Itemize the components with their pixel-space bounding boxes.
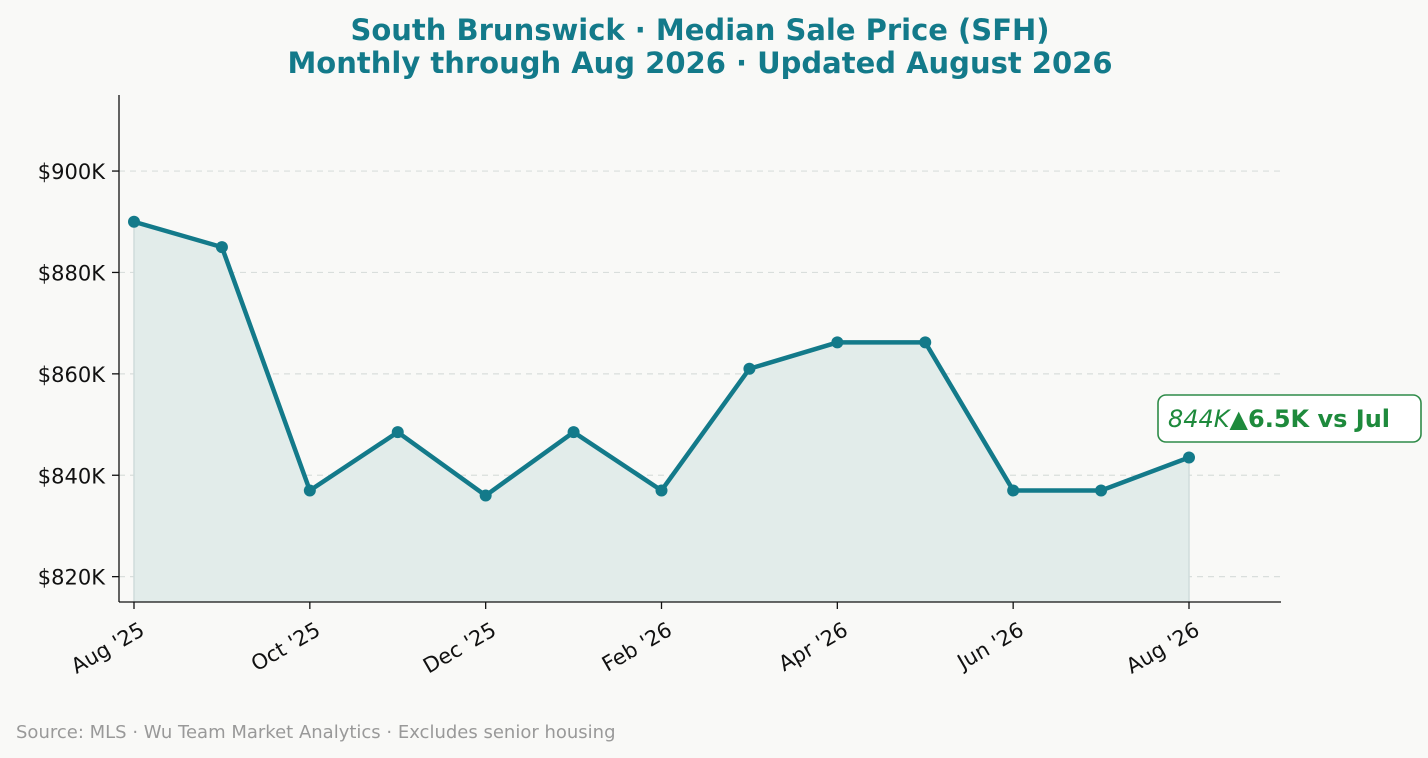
x-tick-label: Apr '26 (774, 618, 851, 677)
data-point (391, 426, 404, 439)
callout-value: 844K (1168, 405, 1232, 433)
data-point (655, 484, 668, 497)
y-axis-ticks: $820K $840K $860K $880K $900K (38, 160, 119, 590)
data-point (1095, 484, 1108, 497)
data-point (743, 362, 756, 375)
y-tick-label: $820K (38, 566, 106, 590)
chart-title: South Brunswick · Median Sale Price (SFH… (350, 13, 1049, 47)
data-point (215, 241, 228, 254)
data-point (919, 336, 932, 349)
data-point (1007, 484, 1020, 497)
x-tick-label: Aug '26 (1122, 618, 1203, 679)
data-point (831, 336, 844, 349)
data-point (567, 426, 580, 439)
data-point (303, 484, 316, 497)
data-point (1183, 451, 1195, 464)
chart-subtitle: Monthly through Aug 2026 · Updated Augus… (287, 46, 1112, 80)
data-points (128, 215, 1195, 502)
y-tick-label: $900K (38, 160, 106, 184)
last-value-callout: 844K▲6.5K vs Jul (1157, 394, 1422, 443)
callout-change: ▲6.5K vs Jul (1230, 405, 1390, 433)
area-fill-layer (133, 221, 1190, 602)
x-tick-label: Aug '25 (67, 618, 148, 679)
data-point (479, 489, 492, 502)
x-axis-ticks: Aug '25 Oct '25 Dec '25 Feb '26 Apr '26 Jun '… (67, 602, 1204, 679)
data-point (128, 215, 140, 228)
y-tick-label: $860K (38, 363, 106, 387)
y-tick-label: $880K (38, 261, 106, 285)
x-tick-label: Dec '25 (419, 618, 500, 679)
y-tick-label: $840K (38, 464, 106, 488)
axes (118, 95, 1281, 603)
x-tick-label: Oct '25 (247, 618, 324, 677)
x-tick-label: Jun '26 (952, 618, 1028, 676)
x-tick-label: Feb '26 (598, 618, 676, 677)
source-note: Source: MLS · Wu Team Market Analytics ·… (16, 722, 616, 743)
callout-box (1157, 394, 1422, 443)
area-fill (134, 221, 1189, 602)
callout-text: 844K▲6.5K vs Jul (1168, 405, 1390, 433)
